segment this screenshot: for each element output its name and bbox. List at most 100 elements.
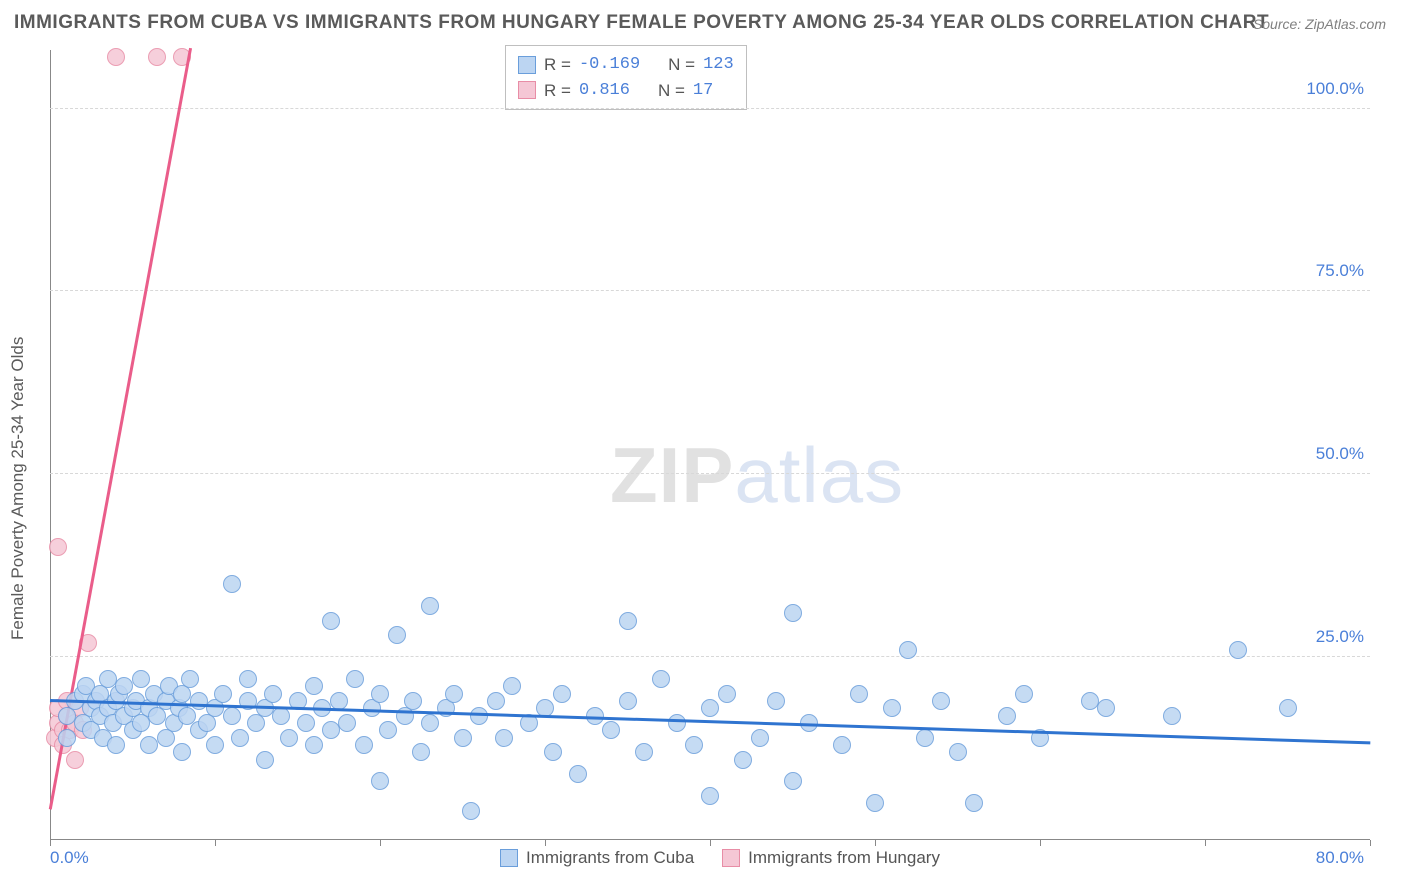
data-point: [454, 729, 472, 747]
stat-r-value: -0.169: [579, 52, 640, 78]
stat-r-label: R =: [544, 78, 571, 104]
x-tick: [545, 840, 546, 846]
stat-n-label: N =: [668, 52, 695, 78]
data-point: [1229, 641, 1247, 659]
data-point: [850, 685, 868, 703]
x-tick: [710, 840, 711, 846]
bottom-legend: Immigrants from Cuba Immigrants from Hung…: [500, 848, 940, 868]
data-point: [379, 721, 397, 739]
data-point: [767, 692, 785, 710]
stat-n-value: 123: [703, 52, 734, 78]
data-point: [445, 685, 463, 703]
x-tick: [380, 840, 381, 846]
data-point: [619, 612, 637, 630]
data-point: [181, 670, 199, 688]
watermark-zip: ZIP: [610, 431, 734, 519]
data-point: [322, 721, 340, 739]
data-point: [602, 721, 620, 739]
x-tick: [1040, 840, 1041, 846]
data-point: [338, 714, 356, 732]
data-point: [503, 677, 521, 695]
x-tick-label: 80.0%: [1316, 848, 1364, 868]
data-point: [866, 794, 884, 812]
data-point: [256, 751, 274, 769]
legend-label: Immigrants from Cuba: [526, 848, 694, 868]
data-point: [965, 794, 983, 812]
data-point: [1163, 707, 1181, 725]
data-point: [718, 685, 736, 703]
data-point: [214, 685, 232, 703]
data-point: [462, 802, 480, 820]
data-point: [487, 692, 505, 710]
data-point: [173, 743, 191, 761]
data-point: [231, 729, 249, 747]
data-point: [404, 692, 422, 710]
chart-title: IMMIGRANTS FROM CUBA VS IMMIGRANTS FROM …: [14, 12, 1269, 34]
legend-swatch: [722, 849, 740, 867]
data-point: [751, 729, 769, 747]
data-point: [297, 714, 315, 732]
data-point: [635, 743, 653, 761]
legend-swatch: [518, 56, 536, 74]
legend-swatch: [518, 81, 536, 99]
data-point: [223, 575, 241, 593]
data-point: [421, 714, 439, 732]
data-point: [1097, 699, 1115, 717]
data-point: [899, 641, 917, 659]
x-tick: [215, 840, 216, 846]
data-point: [140, 736, 158, 754]
data-point: [355, 736, 373, 754]
legend-label: Immigrants from Hungary: [748, 848, 940, 868]
y-tick-label: 50.0%: [1316, 444, 1364, 464]
data-point: [685, 736, 703, 754]
x-tick-label: 0.0%: [50, 848, 89, 868]
data-point: [223, 707, 241, 725]
data-point: [668, 714, 686, 732]
data-point: [412, 743, 430, 761]
watermark-atlas: atlas: [734, 431, 904, 519]
data-point: [998, 707, 1016, 725]
data-point: [58, 729, 76, 747]
x-tick: [50, 840, 51, 846]
data-point: [190, 692, 208, 710]
legend-swatch: [500, 849, 518, 867]
data-point: [280, 729, 298, 747]
y-tick-label: 100.0%: [1306, 79, 1364, 99]
stat-r-label: R =: [544, 52, 571, 78]
data-point: [1279, 699, 1297, 717]
data-point: [305, 677, 323, 695]
data-point: [322, 612, 340, 630]
data-point: [652, 670, 670, 688]
data-point: [206, 736, 224, 754]
stat-n-label: N =: [658, 78, 685, 104]
data-point: [388, 626, 406, 644]
data-point: [553, 685, 571, 703]
data-point: [132, 670, 150, 688]
data-point: [883, 699, 901, 717]
data-point: [371, 772, 389, 790]
watermark: ZIPatlas: [610, 430, 904, 521]
grid-line: [50, 656, 1370, 657]
source-attribution: Source: ZipAtlas.com: [1253, 16, 1386, 32]
data-point: [544, 743, 562, 761]
data-point: [784, 604, 802, 622]
grid-line: [50, 290, 1370, 291]
data-point: [272, 707, 290, 725]
data-point: [949, 743, 967, 761]
data-point: [734, 751, 752, 769]
grid-line: [50, 473, 1370, 474]
data-point: [264, 685, 282, 703]
plot-area: ZIPatlas R = -0.169 N = 123 R = 0.816 N = 1…: [50, 50, 1370, 840]
data-point: [346, 670, 364, 688]
data-point: [148, 48, 166, 66]
data-point: [107, 736, 125, 754]
data-point: [239, 670, 257, 688]
data-point: [371, 685, 389, 703]
data-point: [421, 597, 439, 615]
data-point: [701, 787, 719, 805]
y-axis-label: Female Poverty Among 25-34 Year Olds: [8, 337, 28, 640]
data-point: [619, 692, 637, 710]
y-tick-label: 75.0%: [1316, 261, 1364, 281]
data-point: [1081, 692, 1099, 710]
stat-r-value: 0.816: [579, 78, 630, 104]
